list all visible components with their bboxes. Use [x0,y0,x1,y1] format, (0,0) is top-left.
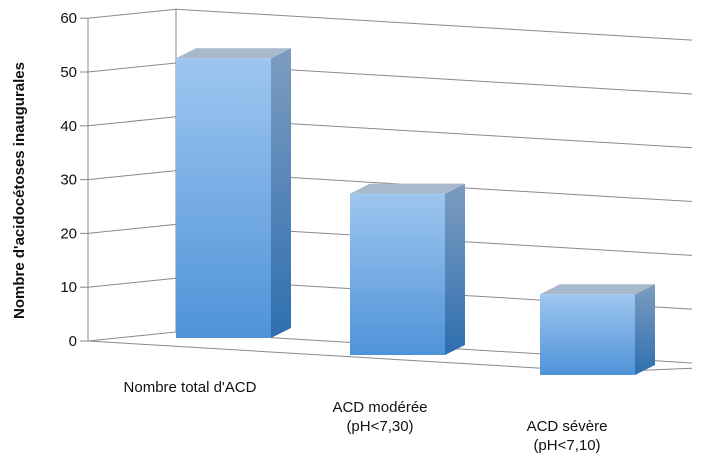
bar-top [176,48,291,59]
bar [540,294,635,375]
y-axis-label: Nombre d'acidocétoses inaugurales [4,30,34,350]
bar [176,58,271,339]
gridline-depth [87,62,177,73]
y-tick-label: 40 [60,118,77,135]
gridline-depth [87,8,177,19]
bar-side [445,183,465,355]
y-tick-label: 0 [69,333,77,350]
y-tick-label: 20 [60,225,77,242]
bar-top [540,284,655,295]
y-tick-label: 60 [60,10,77,27]
y-axis-label-text: Nombre d'acidocétoses inaugurales [10,61,28,319]
floor-front-edge [87,340,605,373]
gridline-depth [87,116,177,127]
category-label-3-line-2: (pH<7,10) [533,437,601,454]
gridline-depth [87,223,177,234]
bar-side [635,284,655,375]
category-label-1-line-1: Nombre total d'ACD [123,379,257,396]
category-label-3-line-1: ACD sévère [526,418,608,435]
y-tick-label: 30 [60,172,77,189]
bar-top [350,183,465,194]
bar-side [271,48,291,339]
gridline-depth [87,170,177,181]
gridline-depth [87,277,177,288]
category-label-2: ACD modérée (pH<7,30) [305,398,455,436]
category-label-2-line-2: (pH<7,30) [346,418,414,435]
bar [350,193,445,355]
category-label-3: ACD sévère (pH<7,10) [492,417,642,455]
gridline-depth [87,331,177,342]
y-tick-label: 10 [60,279,77,296]
category-label-1: Nombre total d'ACD [115,378,265,397]
gridline [175,8,693,41]
category-label-2-line-1: ACD modérée [332,399,428,416]
y-tick-label: 50 [60,64,77,81]
